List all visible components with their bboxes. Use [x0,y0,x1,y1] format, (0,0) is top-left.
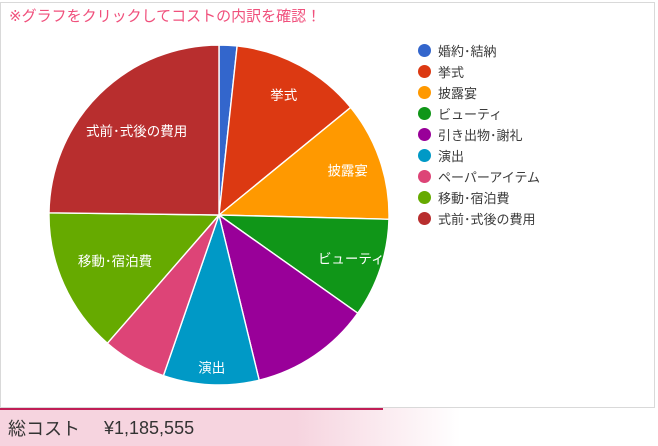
total-cost-label: 総コスト [8,419,80,439]
legend-label: 引き出物･謝礼 [438,128,523,143]
legend-item-0[interactable]: 婚約･結納 [418,40,540,61]
legend-item-5[interactable]: 演出 [418,145,540,166]
legend-swatch-icon [418,191,431,204]
legend-swatch-icon [418,212,431,225]
accent-divider-line [0,408,383,410]
chart-legend: 婚約･結納挙式披露宴ビューティ引き出物･謝礼 演出ペーパーアイテム 移動･宿泊費式前… [418,40,540,229]
pie-slice-5[interactable] [162,212,261,386]
legend-item-3[interactable]: ビューティ [418,103,540,124]
pie-slice-label: ビューティ [318,251,385,266]
legend-swatch-icon [418,65,431,78]
pie-slice-label: 演出 [198,360,225,375]
legend-item-1[interactable]: 挙式 [418,61,540,82]
legend-swatch-icon [418,128,431,141]
legend-swatch-icon [418,149,431,162]
legend-item-6[interactable]: ペーパーアイテム [418,166,540,187]
pie-slice-1[interactable] [218,45,352,217]
total-cost-bar: 総コスト ¥1,185,555 [0,408,658,446]
pie-slice-4[interactable] [217,213,359,382]
legend-label: 婚約･結納 [438,44,497,59]
legend-label: 披露宴 [438,86,478,101]
legend-item-7[interactable]: 移動･宿泊費 [418,187,540,208]
legend-item-2[interactable]: 披露宴 [418,82,540,103]
pie-slice-label: 披露宴 [327,163,368,178]
total-cost-value: ¥1,185,555 [104,417,195,438]
pie-slice-8[interactable] [48,44,220,216]
legend-swatch-icon [418,107,431,120]
legend-swatch-icon [418,170,431,183]
legend-swatch-icon [418,86,431,99]
legend-label: 挙式 [438,65,465,80]
pie-slice-label: 式前･式後の費用 [86,123,187,139]
legend-item-4[interactable]: 引き出物･謝礼 [418,124,540,145]
pie-slice-label: 移動･宿泊費 [78,254,152,269]
total-cost-text: 総コスト ¥1,185,555 [8,410,194,446]
legend-label: 移動･宿泊費 [438,191,510,206]
legend-label: 演出 [438,149,465,164]
pie-slice-label: 挙式 [270,88,297,103]
pie-slice-2[interactable] [217,106,390,220]
legend-label: 式前･式後の費用 [438,212,536,227]
notice-text: ※グラフをクリックしてコストの内訳を確認！ [9,8,322,25]
legend-swatch-icon [418,44,431,57]
legend-item-8[interactable]: 式前･式後の費用 [418,208,540,229]
legend-label: ビューティ [438,107,503,122]
pie-slice-7[interactable] [48,212,221,345]
legend-label: ペーパーアイテム [438,170,541,185]
pie-slice-3[interactable] [216,214,390,315]
